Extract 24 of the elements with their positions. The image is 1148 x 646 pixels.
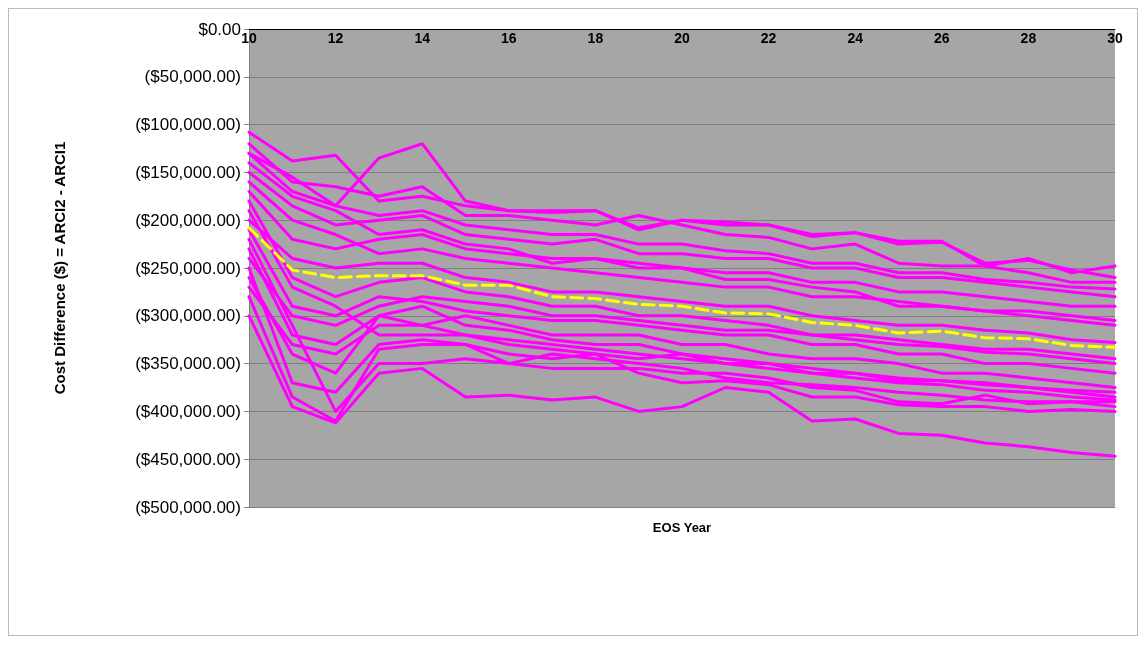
y-tick-label: ($150,000.00) [135, 162, 241, 182]
y-tick-label: ($250,000.00) [135, 258, 241, 278]
x-tick-label: 24 [847, 30, 864, 46]
x-tick-label: 14 [414, 30, 431, 46]
y-axis-title: Cost Difference ($) = ARCI2 - ARCI1 [51, 141, 68, 395]
x-tick-label: 28 [1020, 30, 1037, 46]
x-tick-label: 20 [674, 30, 690, 46]
x-tick-label: 18 [587, 30, 604, 46]
x-tick-label: 16 [501, 30, 517, 46]
y-tick-label: ($100,000.00) [135, 115, 241, 135]
y-tick-label: ($500,000.00) [135, 497, 241, 517]
x-tick-label: 10 [241, 30, 257, 46]
y-tick-label: $0.00 [198, 19, 241, 39]
x-tick-label: 12 [327, 30, 344, 46]
y-tick-label: ($300,000.00) [135, 306, 241, 326]
x-tick-label: 26 [934, 30, 950, 46]
y-tick-label: ($400,000.00) [135, 401, 241, 421]
y-tick-label: ($450,000.00) [135, 449, 241, 469]
y-tick-label: ($350,000.00) [135, 354, 241, 374]
x-tick-label: 30 [1107, 30, 1123, 46]
y-tick-label: ($50,000.00) [144, 67, 241, 87]
y-tick-label: ($200,000.00) [135, 210, 241, 230]
x-tick-label: 22 [760, 30, 777, 46]
x-axis-title: EOS Year [652, 520, 712, 535]
